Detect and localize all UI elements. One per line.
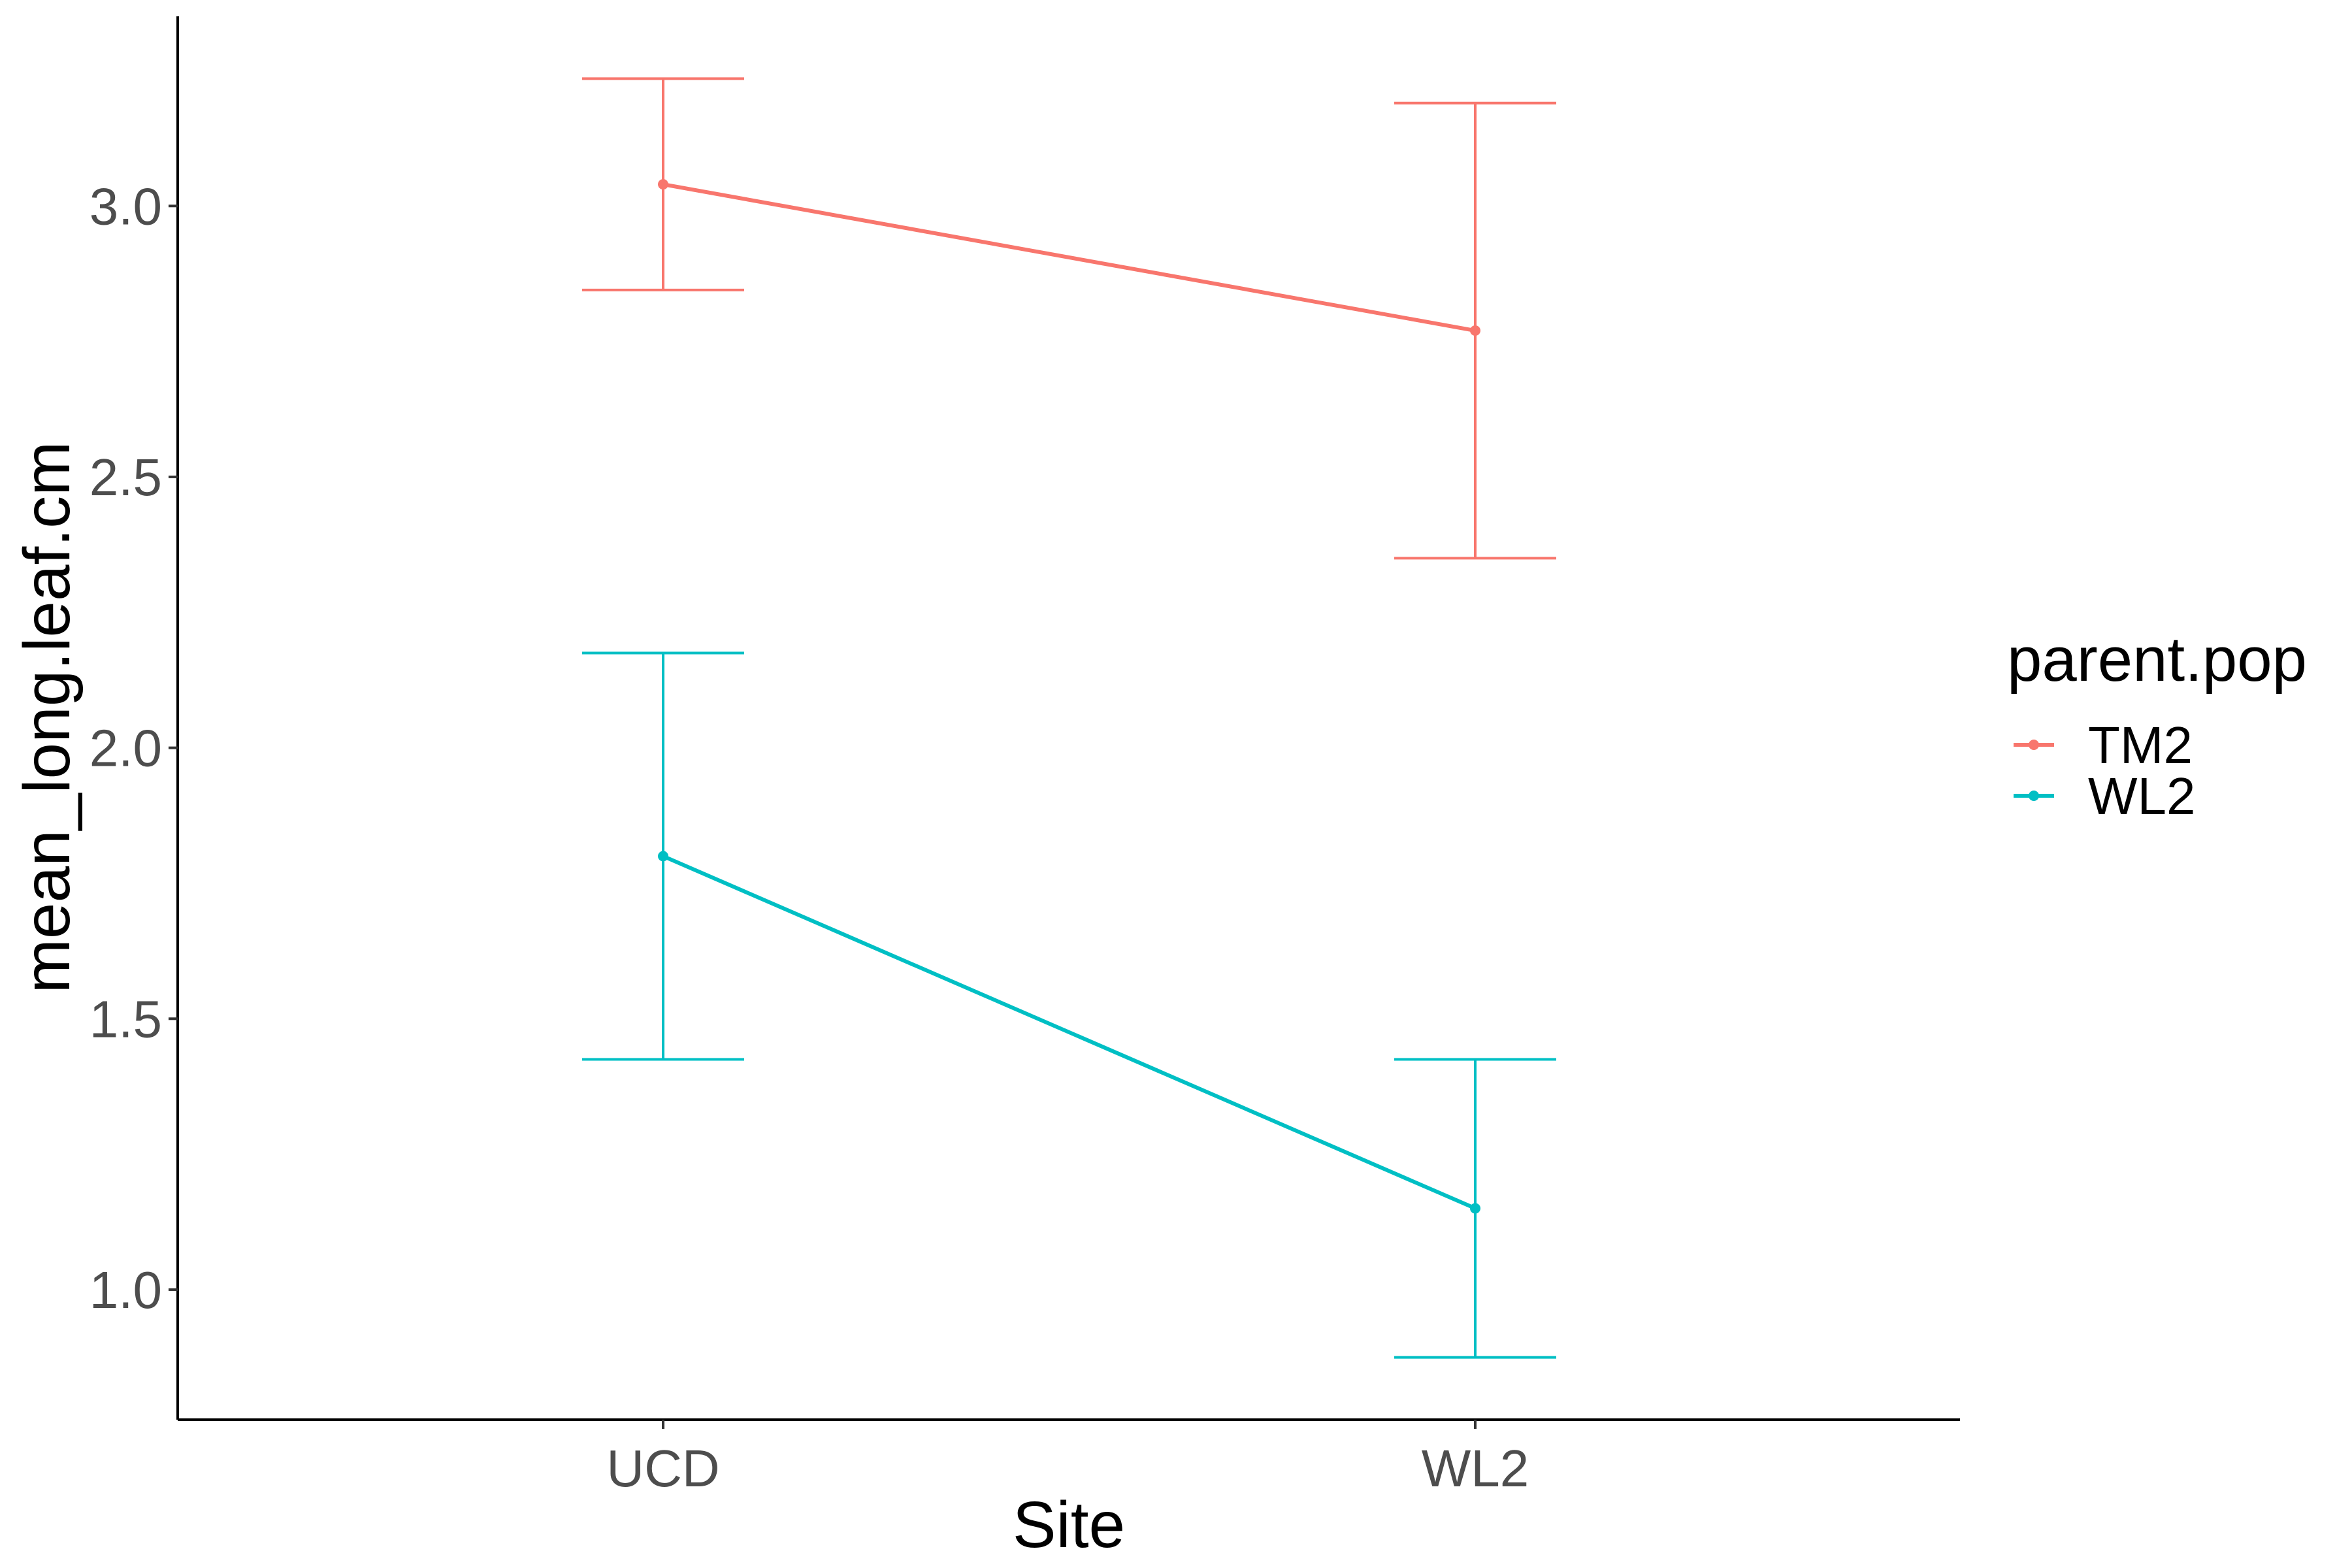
data-point [1470,325,1480,336]
x-tick-label: WL2 [1422,1439,1529,1497]
legend-key-point [2029,791,2039,801]
y-tick-label: 3.0 [90,177,162,235]
data-point [658,179,668,190]
legend-key-wl2 [2014,791,2054,801]
legend-key-point [2029,740,2039,750]
data-point [658,851,668,862]
y-tick-label: 1.5 [90,990,162,1048]
series-line-wl2 [662,854,1477,1211]
data-point [1470,1203,1480,1214]
legend-title: parent.pop [2007,625,2307,694]
x-axis: UCD WL2 [178,1418,1960,1497]
series-line-tm2 [662,182,1476,333]
y-axis: 1.0 1.5 2.0 2.5 3.0 [90,16,179,1420]
y-tick-label: 1.0 [90,1261,162,1319]
x-axis-title: Site [1013,1488,1125,1561]
legend-key-tm2 [2014,740,2054,750]
y-axis-title: mean_long.leaf.cm [10,442,84,994]
x-tick-label: UCD [606,1439,719,1497]
legend-label: TM2 [2088,716,2193,774]
y-tick-label: 2.0 [90,719,162,777]
series-tm2 [582,77,1556,560]
y-tick-label: 2.5 [90,448,162,506]
plot-series [582,77,1556,1359]
series-wl2 [582,651,1556,1359]
legend-label: WL2 [2088,767,2196,825]
